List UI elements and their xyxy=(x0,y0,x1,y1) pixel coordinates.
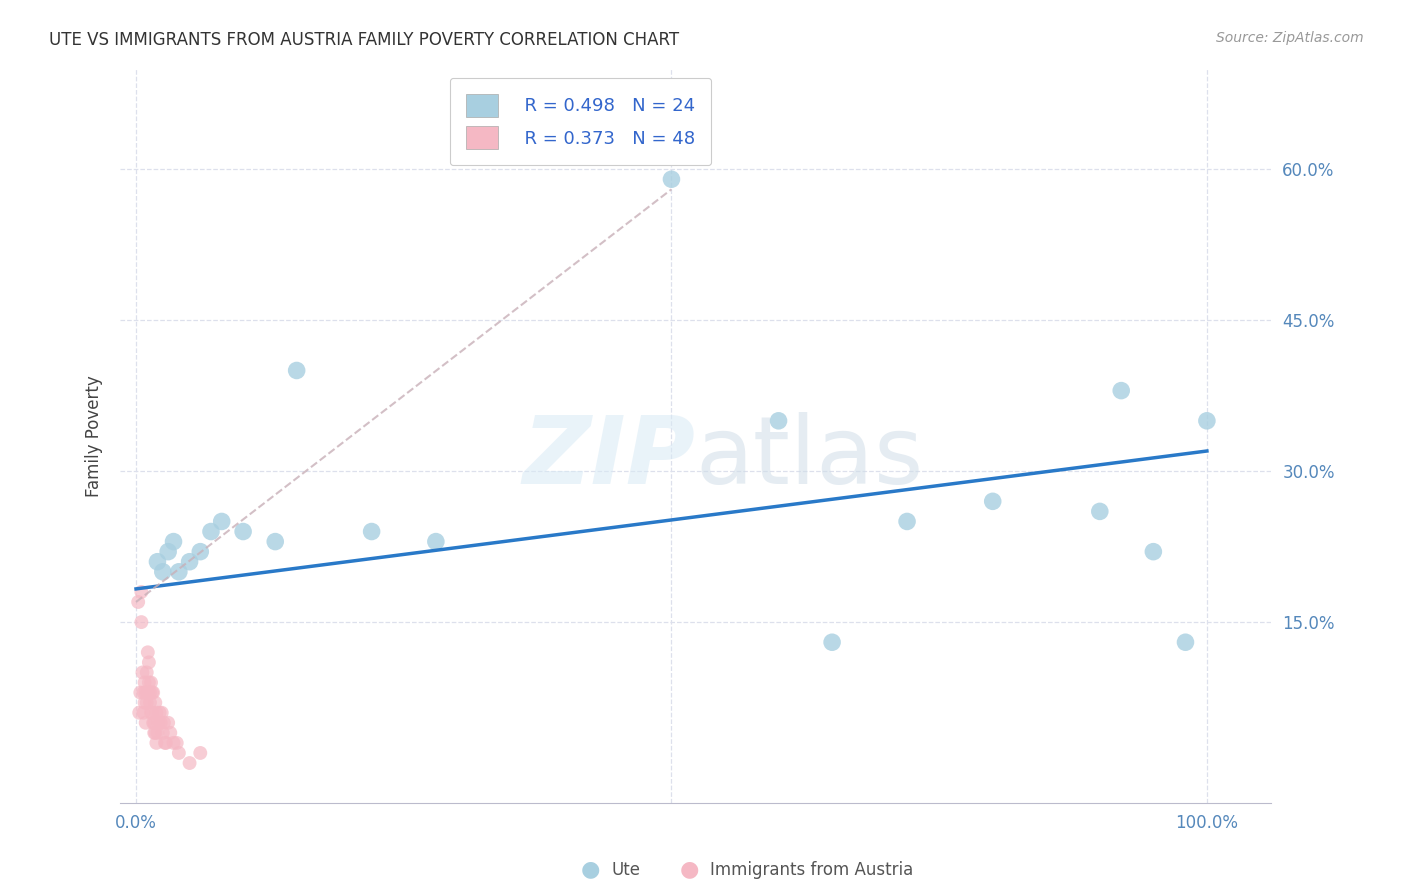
Point xyxy=(157,544,180,558)
Point xyxy=(360,524,382,539)
Point xyxy=(211,515,233,529)
Point xyxy=(135,696,157,710)
Point xyxy=(149,715,172,730)
Point xyxy=(148,715,170,730)
Point xyxy=(155,736,177,750)
Y-axis label: Family Poverty: Family Poverty xyxy=(86,375,103,497)
Text: ●: ● xyxy=(679,860,699,880)
Point xyxy=(153,736,176,750)
Text: Source: ZipAtlas.com: Source: ZipAtlas.com xyxy=(1216,31,1364,45)
Point xyxy=(145,706,167,720)
Point xyxy=(179,555,201,569)
Point xyxy=(264,534,287,549)
Point xyxy=(134,696,156,710)
Point xyxy=(167,565,190,579)
Point xyxy=(135,685,157,699)
Point xyxy=(141,685,163,699)
Point xyxy=(136,645,159,659)
Point xyxy=(131,665,153,680)
Point xyxy=(150,706,173,720)
Point xyxy=(142,685,165,699)
Point xyxy=(139,685,162,699)
Point xyxy=(1088,504,1111,518)
Point xyxy=(232,524,254,539)
Point xyxy=(425,534,447,549)
Point xyxy=(981,494,1004,508)
Text: ●: ● xyxy=(581,860,600,880)
Point xyxy=(188,746,211,760)
Point xyxy=(157,715,180,730)
Point xyxy=(143,726,166,740)
Point xyxy=(167,746,190,760)
Text: UTE VS IMMIGRANTS FROM AUSTRIA FAMILY POVERTY CORRELATION CHART: UTE VS IMMIGRANTS FROM AUSTRIA FAMILY PO… xyxy=(49,31,679,49)
Point xyxy=(127,595,149,609)
Point xyxy=(153,715,176,730)
Point xyxy=(139,696,162,710)
Legend:   R = 0.498   N = 24,   R = 0.373   N = 48: R = 0.498 N = 24, R = 0.373 N = 48 xyxy=(450,78,711,166)
Point xyxy=(131,615,153,629)
Point xyxy=(143,726,166,740)
Point xyxy=(143,696,166,710)
Point xyxy=(152,565,174,579)
Point xyxy=(132,706,155,720)
Text: ZIP: ZIP xyxy=(523,412,696,504)
Point xyxy=(135,665,157,680)
Point xyxy=(139,706,162,720)
Point xyxy=(1195,414,1218,428)
Point xyxy=(129,685,152,699)
Point xyxy=(138,656,160,670)
Point xyxy=(152,726,174,740)
Point xyxy=(131,585,153,599)
Point xyxy=(188,544,211,558)
Point xyxy=(146,726,169,740)
Point xyxy=(162,534,184,549)
Point xyxy=(149,706,172,720)
Point xyxy=(285,363,308,377)
Point xyxy=(661,172,683,186)
Point xyxy=(1174,635,1197,649)
Point xyxy=(136,685,159,699)
Point xyxy=(896,515,918,529)
Point xyxy=(146,555,169,569)
Text: Ute: Ute xyxy=(612,861,641,879)
Point xyxy=(145,736,167,750)
Point xyxy=(143,715,166,730)
Point xyxy=(200,524,222,539)
Point xyxy=(138,675,160,690)
Point xyxy=(159,726,181,740)
Point xyxy=(139,675,162,690)
Point xyxy=(135,715,157,730)
Point xyxy=(128,706,150,720)
Point xyxy=(768,414,790,428)
Point xyxy=(1142,544,1164,558)
Point xyxy=(166,736,188,750)
Point xyxy=(134,675,156,690)
Text: atlas: atlas xyxy=(696,412,924,504)
Point xyxy=(179,756,201,770)
Point xyxy=(162,736,184,750)
Point xyxy=(141,706,163,720)
Point xyxy=(142,715,165,730)
Text: Immigrants from Austria: Immigrants from Austria xyxy=(710,861,914,879)
Point xyxy=(1109,384,1132,398)
Point xyxy=(132,685,155,699)
Point xyxy=(821,635,844,649)
